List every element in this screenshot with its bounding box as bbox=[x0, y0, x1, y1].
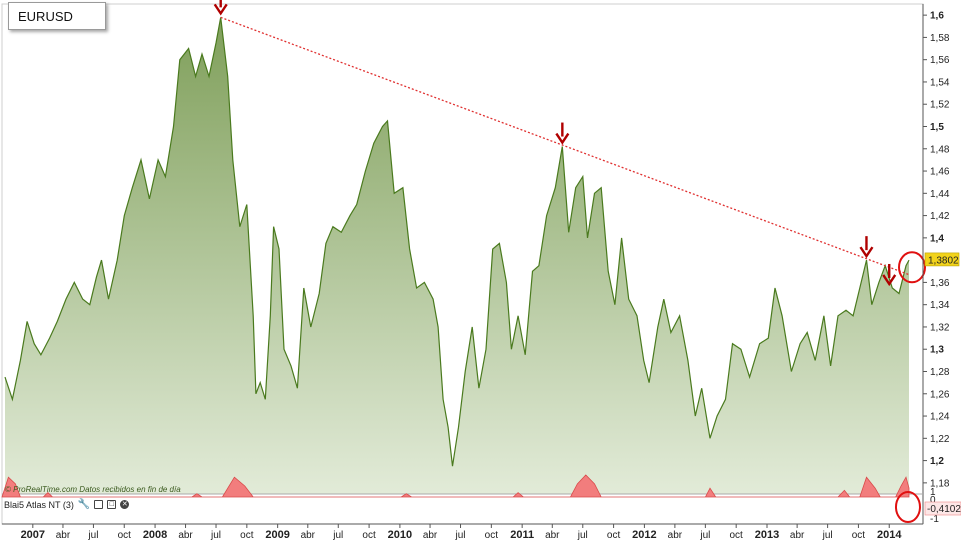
symbol-text: EURUSD bbox=[18, 8, 73, 24]
x-tick-label: oct bbox=[240, 530, 254, 540]
y-tick-label: 1,56 bbox=[930, 55, 950, 66]
indicator-label: Blai5 Atlas NT (3) bbox=[4, 499, 74, 510]
data-credit: © ProRealTime.com Datos recibidos en fin… bbox=[5, 485, 181, 494]
x-tick-label: abr bbox=[790, 530, 805, 540]
indicator-axis-label: -1 bbox=[930, 514, 939, 525]
y-tick-label: 1,32 bbox=[930, 322, 950, 333]
indicator-fill bbox=[1, 474, 910, 498]
y-tick-label: 1,46 bbox=[930, 167, 950, 178]
y-tick-label: 1,34 bbox=[930, 300, 950, 311]
x-tick-label: abr bbox=[545, 530, 560, 540]
window-icon[interactable] bbox=[94, 500, 104, 509]
down-arrow-icon bbox=[859, 236, 874, 259]
indicator-axis-label: 0 bbox=[930, 495, 936, 506]
y-tick-label: 1,28 bbox=[930, 367, 950, 378]
indicator-header: Blai5 Atlas NT (3) 🔧 □ ✕ bbox=[0, 496, 130, 513]
x-tick-label: abr bbox=[178, 530, 193, 540]
y-tick-label: 1,5 bbox=[930, 122, 944, 133]
y-tick-label: 1,44 bbox=[930, 189, 950, 200]
x-tick-label: jul bbox=[822, 530, 833, 540]
y-tick-label: 1,6 bbox=[930, 11, 944, 22]
x-tick-label: jul bbox=[210, 530, 221, 540]
price-axis[interactable]: 1,6 1,58 1,56 1,54 1,52 1,5 1,48 1,46 1,44 1,42 1,… bbox=[922, 4, 960, 524]
indicator-value: -0,4102 bbox=[927, 504, 961, 515]
x-tick-label: 2012 bbox=[632, 529, 656, 540]
y-tick-label: 1,2 bbox=[930, 456, 944, 467]
x-tick-label: oct bbox=[730, 530, 744, 540]
x-tick-label: jul bbox=[699, 530, 710, 540]
x-tick-label: 2010 bbox=[388, 529, 412, 540]
x-tick-label: abr bbox=[668, 530, 683, 540]
symbol-label[interactable]: EURUSD bbox=[8, 2, 106, 30]
resistance-trendline bbox=[220, 16, 910, 276]
indicator-panel: 10 -1-0,4102 bbox=[1, 474, 961, 525]
down-arrow-icon bbox=[555, 122, 570, 145]
y-tick-label: 1,54 bbox=[930, 77, 950, 88]
x-tick-label: oct bbox=[118, 530, 132, 540]
x-tick-label: oct bbox=[607, 530, 621, 540]
x-tick-label: abr bbox=[56, 530, 71, 540]
last-price-value: 1,3802 bbox=[928, 255, 959, 266]
x-tick-label: jul bbox=[577, 530, 588, 540]
arrow-markers bbox=[213, 0, 926, 287]
x-tick-label: abr bbox=[423, 530, 438, 540]
x-tick-label: oct bbox=[362, 530, 376, 540]
x-tick-label: 2011 bbox=[510, 529, 534, 540]
y-tick-label: 1,42 bbox=[930, 211, 950, 222]
price-fill bbox=[5, 17, 909, 495]
y-tick-label: 1,22 bbox=[930, 434, 950, 445]
x-tick-label: 2008 bbox=[143, 529, 167, 540]
x-tick-label: 2007 bbox=[21, 529, 45, 540]
time-axis[interactable]: 2007 abr jul oct 2008 abr jul oct 2009 abr jul oct 2… bbox=[2, 523, 923, 540]
wrench-icon[interactable]: 🔧 bbox=[77, 498, 91, 510]
maximize-icon[interactable]: □ bbox=[107, 500, 117, 509]
x-tick-label: jul bbox=[455, 530, 466, 540]
y-tick-label: 1,52 bbox=[930, 100, 950, 111]
indicator-value-badge: -0,4102 bbox=[924, 501, 961, 516]
y-tick-label: 1,4 bbox=[930, 233, 944, 244]
y-tick-label: 1,24 bbox=[930, 412, 950, 423]
y-tick-label: 1,58 bbox=[930, 33, 950, 44]
y-tick-label: 1,18 bbox=[930, 478, 950, 489]
x-tick-label: jul bbox=[87, 530, 98, 540]
y-tick-label: 1,26 bbox=[930, 389, 950, 400]
x-tick-label: oct bbox=[485, 530, 499, 540]
x-tick-label: abr bbox=[301, 530, 316, 540]
indicator-highlight-circle bbox=[894, 491, 921, 523]
down-arrow-icon bbox=[882, 263, 897, 287]
y-tick-label: 1,3 bbox=[930, 345, 944, 356]
price-line bbox=[4, 17, 910, 467]
x-tick-label: 2013 bbox=[755, 529, 779, 540]
last-price-badge: 1,3802 bbox=[924, 252, 960, 266]
price-area bbox=[4, 17, 910, 495]
y-tick-label: 1,48 bbox=[930, 144, 950, 155]
x-tick-label: 2014 bbox=[877, 529, 902, 540]
x-tick-label: oct bbox=[852, 530, 866, 540]
x-tick-label: 2009 bbox=[265, 529, 289, 540]
trendline bbox=[220, 16, 910, 276]
y-tick-label: 1,36 bbox=[930, 278, 950, 289]
highlight-circle bbox=[898, 251, 926, 284]
indicator-axis-label: 1 bbox=[930, 487, 936, 498]
x-tick-label: jul bbox=[332, 530, 343, 540]
close-icon[interactable]: ✕ bbox=[120, 500, 130, 509]
down-arrow-icon bbox=[213, 0, 228, 16]
